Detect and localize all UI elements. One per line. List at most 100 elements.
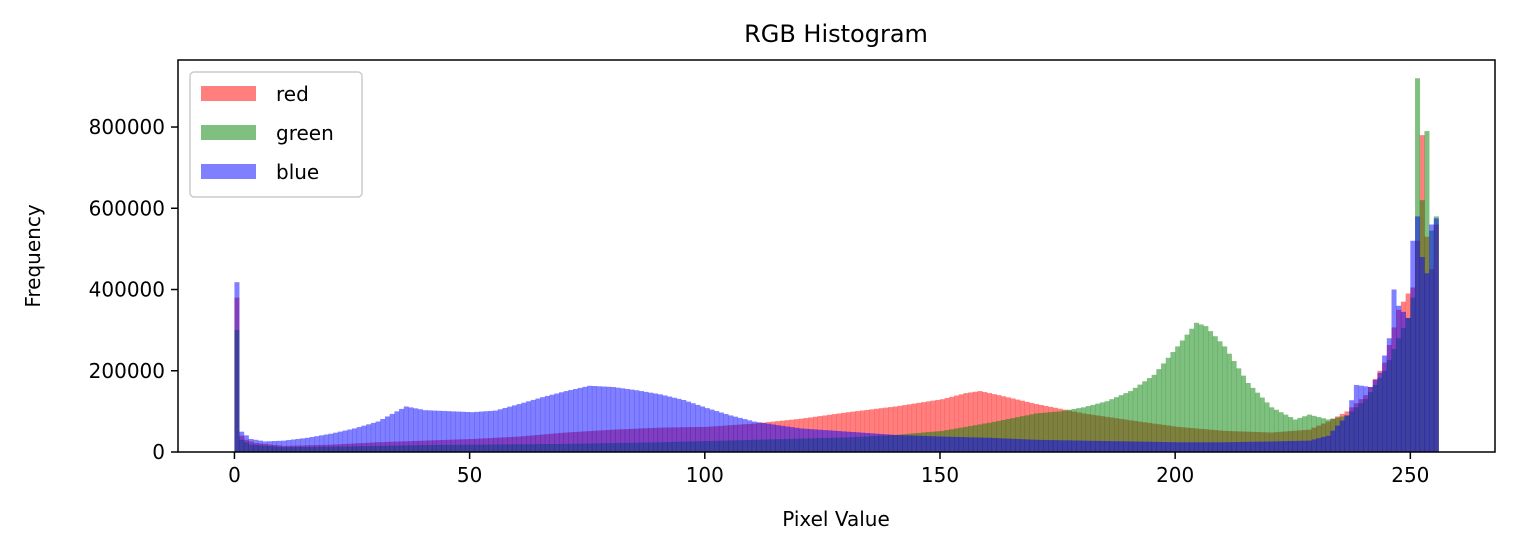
- legend: red green blue: [189, 71, 363, 198]
- bar-red-148: [930, 400, 936, 452]
- bar-green-207: [1208, 331, 1214, 452]
- bar-green-221: [1273, 409, 1279, 452]
- x-tick-label: 150: [921, 463, 959, 487]
- bar-blue-34: [394, 411, 400, 452]
- bar-blue-169: [1029, 439, 1035, 452]
- bar-blue-139: [888, 434, 894, 452]
- bar-red-158: [977, 391, 983, 452]
- legend-label-green: green: [276, 121, 334, 145]
- y-tick-label: 0: [152, 440, 165, 464]
- bar-blue-85: [634, 390, 640, 452]
- bar-blue-116: [780, 425, 786, 452]
- bar-blue-210: [1222, 442, 1228, 452]
- bar-blue-79: [606, 386, 612, 452]
- bar-blue-27: [361, 425, 367, 452]
- bar-red-157: [972, 391, 978, 452]
- bar-green-185: [1104, 401, 1110, 452]
- bar-blue-226: [1297, 440, 1303, 452]
- bar-green-168: [1024, 415, 1030, 452]
- bar-blue-128: [836, 431, 842, 452]
- bar-blue-218: [1259, 441, 1265, 452]
- bar-blue-164: [1005, 438, 1011, 452]
- bar-blue-240: [1363, 386, 1369, 452]
- bar-blue-177: [1066, 440, 1072, 452]
- bar-blue-43: [436, 410, 442, 452]
- bar-green-189: [1123, 393, 1129, 452]
- bar-green-214: [1241, 375, 1247, 452]
- bar-blue-176: [1062, 440, 1068, 452]
- bar-blue-159: [982, 437, 988, 452]
- bar-red-133: [860, 410, 866, 452]
- x-tick-label: 100: [686, 463, 724, 487]
- bar-blue-136: [874, 433, 880, 452]
- bar-green-222: [1278, 412, 1284, 452]
- bar-blue-183: [1095, 440, 1101, 452]
- bar-green-177: [1066, 409, 1072, 452]
- bar-blue-244: [1382, 355, 1388, 452]
- bar-blue-44: [441, 410, 447, 452]
- bar-blue-207: [1208, 442, 1214, 452]
- bar-blue-56: [497, 409, 503, 452]
- bar-red-136: [874, 408, 880, 452]
- bar-blue-144: [911, 435, 917, 452]
- bar-blue-251: [1415, 216, 1421, 452]
- bar-blue-74: [582, 386, 588, 452]
- bar-blue-216: [1250, 441, 1256, 452]
- bar-red-152: [949, 396, 955, 452]
- bar-blue-67: [549, 394, 555, 452]
- bar-blue-237: [1349, 400, 1355, 452]
- bar-blue-231: [1320, 436, 1326, 452]
- bar-blue-114: [770, 424, 776, 452]
- bar-blue-208: [1212, 442, 1218, 452]
- bar-green-225: [1292, 419, 1298, 452]
- bar-blue-22: [337, 431, 343, 452]
- bar-blue-143: [907, 435, 913, 452]
- bar-blue-160: [987, 437, 993, 452]
- bar-blue-105: [728, 415, 734, 452]
- bar-red-160: [987, 393, 993, 452]
- bar-blue-140: [892, 434, 898, 452]
- bar-green-172: [1043, 412, 1049, 452]
- bar-red-142: [902, 405, 908, 452]
- bar-blue-25: [352, 428, 358, 452]
- bar-blue-170: [1034, 439, 1040, 452]
- bar-blue-29: [370, 422, 376, 452]
- bar-blue-229: [1311, 439, 1317, 452]
- bar-blue-206: [1203, 442, 1209, 452]
- bar-green-199: [1170, 352, 1176, 452]
- bar-green-203: [1189, 328, 1195, 452]
- bar-blue-83: [624, 388, 630, 452]
- bar-blue-241: [1368, 387, 1373, 452]
- bar-blue-215: [1245, 441, 1251, 452]
- bar-blue-209: [1217, 442, 1223, 452]
- bar-blue-40: [422, 410, 428, 452]
- bar-blue-156: [968, 437, 974, 452]
- bar-blue-108: [742, 419, 748, 452]
- bar-blue-66: [544, 395, 550, 452]
- bar-green-208: [1212, 336, 1218, 452]
- bar-red-141: [897, 405, 903, 452]
- bar-blue-253: [1424, 273, 1430, 452]
- bar-blue-5: [257, 440, 263, 452]
- bar-blue-198: [1165, 442, 1171, 452]
- bar-blue-184: [1099, 440, 1105, 452]
- bar-red-155: [963, 393, 969, 452]
- bar-green-186: [1109, 399, 1115, 452]
- bar-blue-117: [784, 426, 790, 452]
- bar-blue-191: [1132, 441, 1138, 452]
- bar-blue-155: [963, 437, 969, 452]
- bar-green-230: [1316, 417, 1322, 452]
- series-blue: [234, 216, 1439, 452]
- bar-green-176: [1062, 410, 1068, 452]
- bar-blue-35: [399, 408, 405, 452]
- bar-blue-178: [1071, 440, 1077, 452]
- bar-green-174: [1052, 411, 1058, 452]
- bar-blue-243: [1377, 372, 1383, 452]
- bar-blue-95: [681, 400, 687, 452]
- bar-blue-138: [883, 434, 889, 452]
- bar-green-209: [1217, 341, 1223, 452]
- bar-blue-90: [657, 394, 663, 452]
- bar-blue-222: [1278, 441, 1284, 452]
- bar-blue-38: [413, 408, 419, 452]
